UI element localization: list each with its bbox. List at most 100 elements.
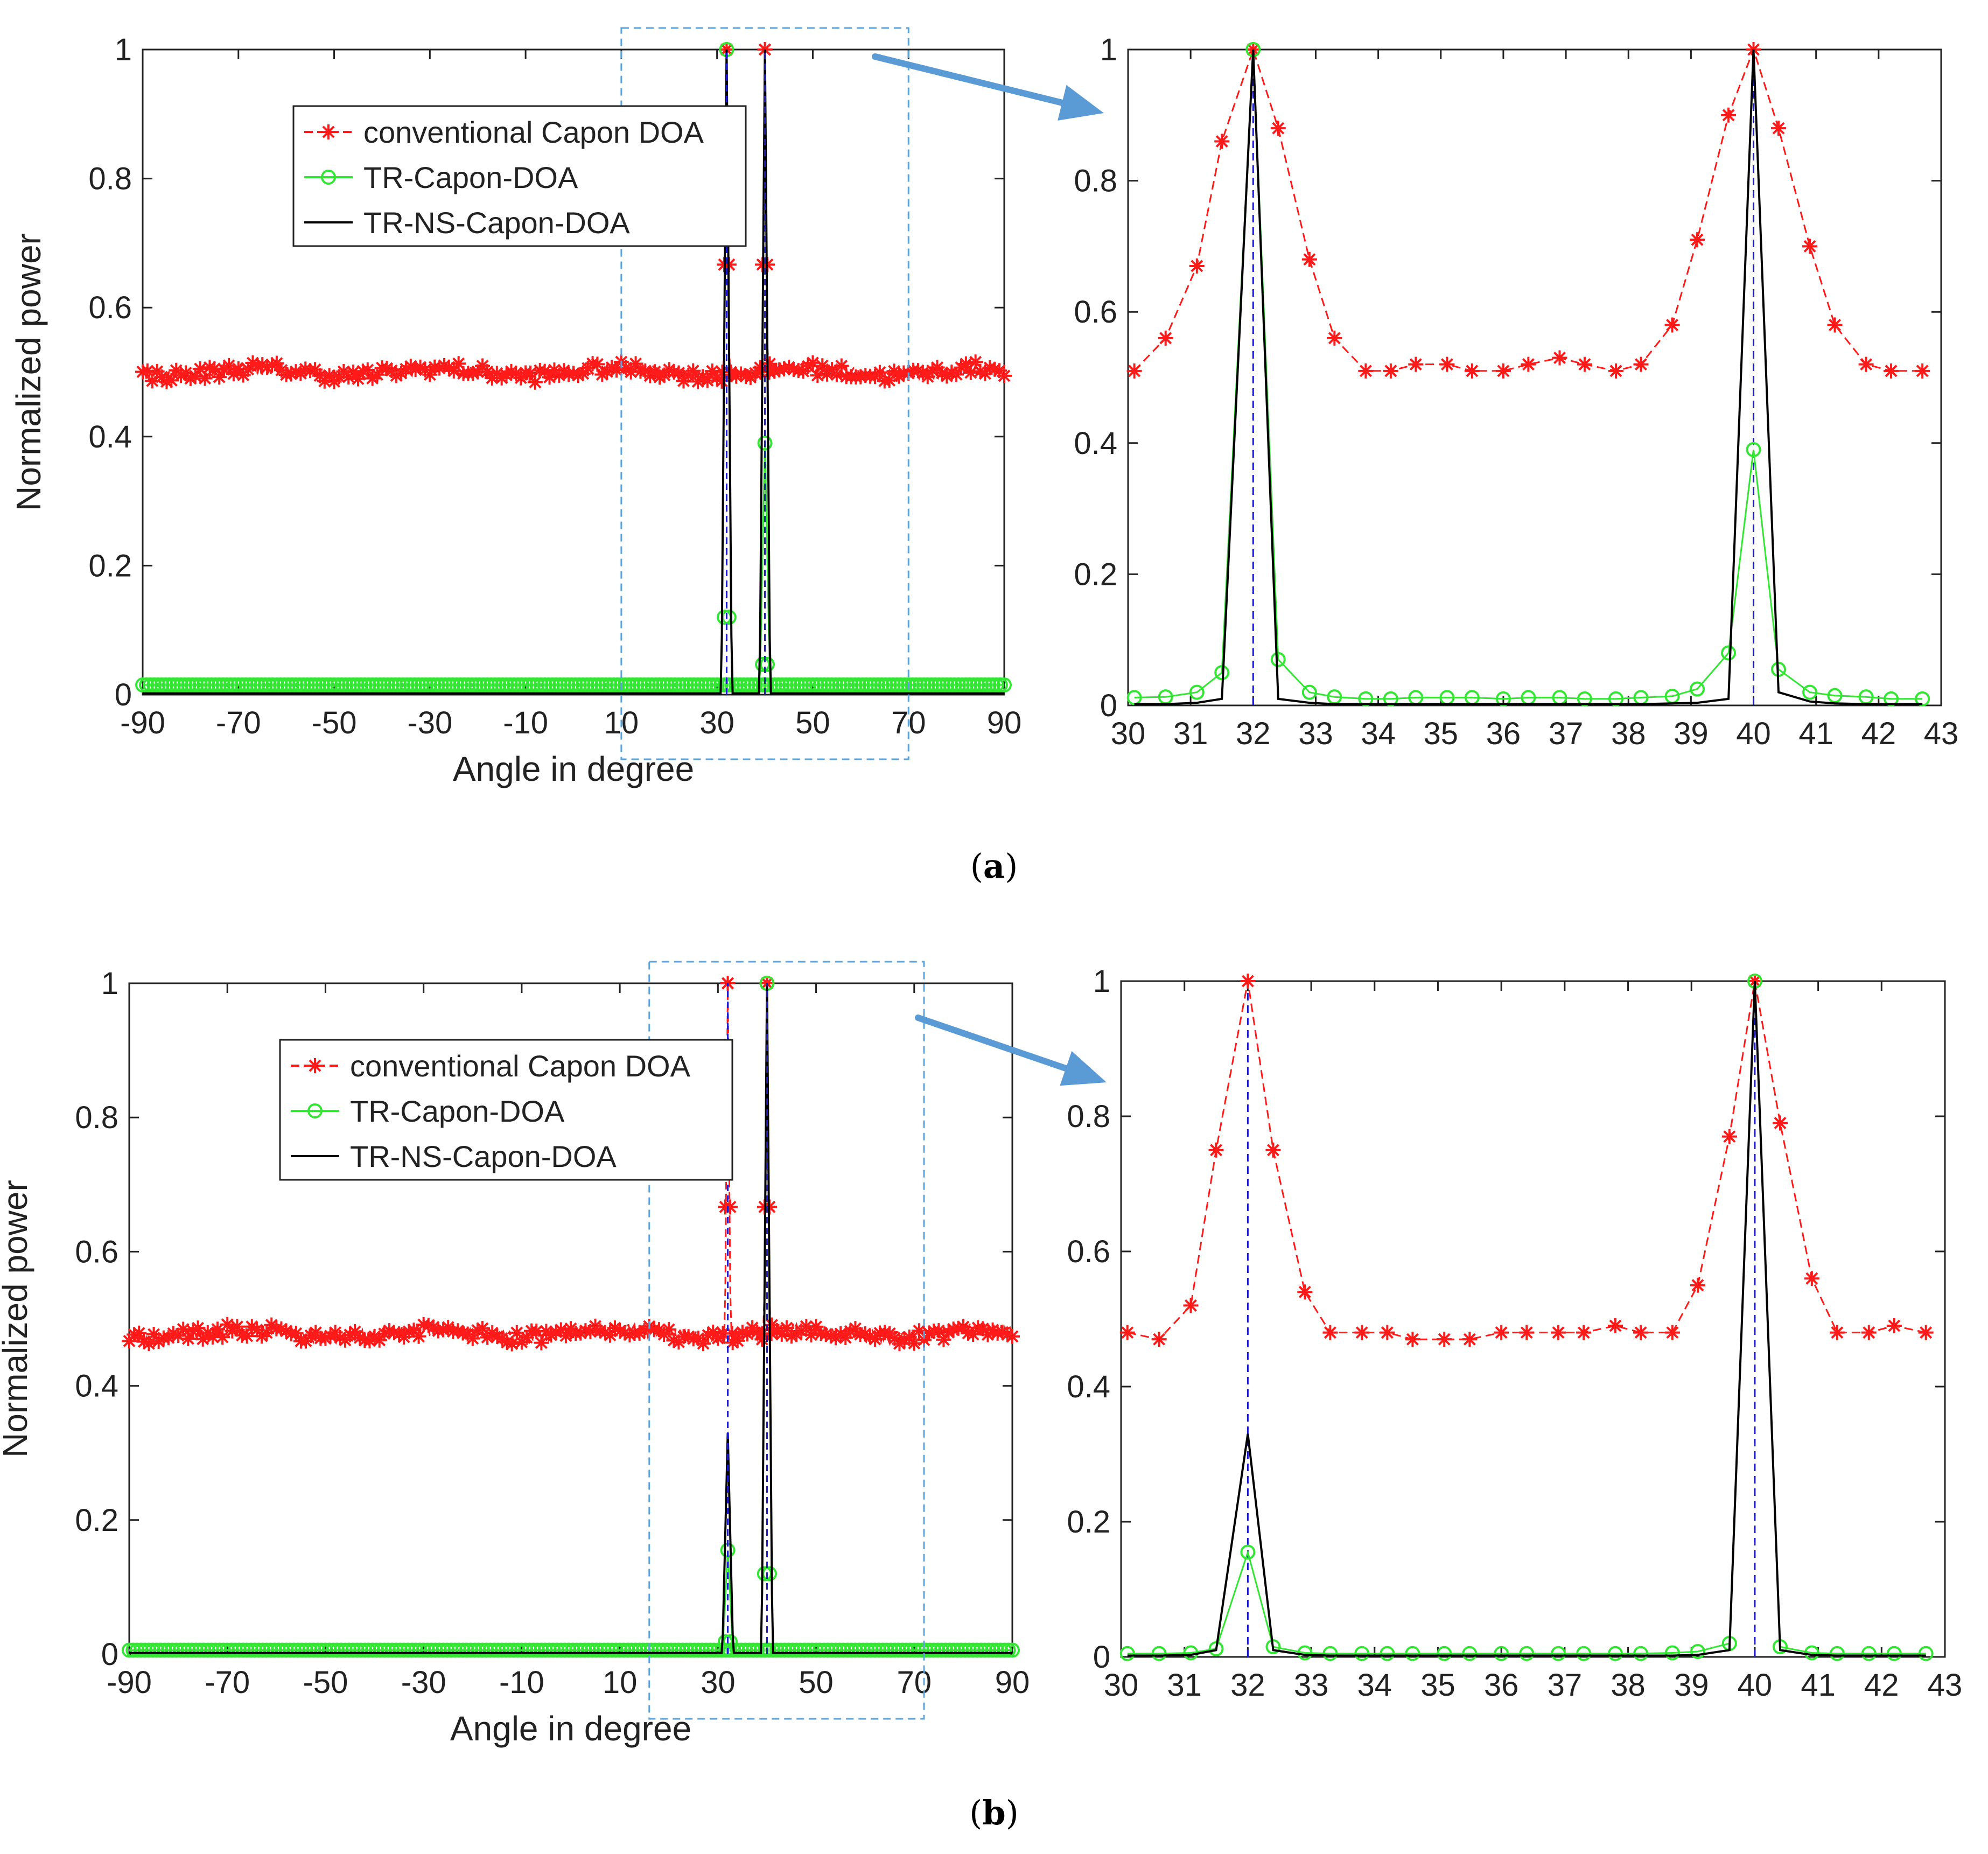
b-full-tr-capon-marker <box>502 1642 518 1658</box>
b-zoom-arrow-shaft <box>915 1015 1069 1072</box>
b-zoom-xtick-label: 39 <box>1674 1668 1709 1703</box>
b-full-capon-marker <box>274 1321 289 1337</box>
b-full-tr-capon-marker <box>204 1642 220 1658</box>
b-full-capon-marker <box>342 1327 358 1342</box>
b-full-tr-capon-marker <box>820 1642 836 1658</box>
b-full-tr-capon-marker <box>349 1642 365 1658</box>
b-full-tr-capon-marker <box>738 1642 753 1658</box>
b-full-tr-capon-marker <box>145 1642 160 1658</box>
a-zoom-xtick-label: 41 <box>1798 716 1833 751</box>
b-full-tr-capon-marker <box>526 1642 541 1658</box>
b-full-capon-marker <box>897 1332 912 1348</box>
caption-a: (a) <box>970 846 1018 886</box>
b-full-tr-capon-marker <box>871 1642 887 1658</box>
a-full-capon-marker <box>704 363 720 379</box>
b-full-tr-capon-marker <box>376 1642 392 1658</box>
b-zoom-xtick-label: 31 <box>1167 1668 1202 1703</box>
a-zoom-tr-capon-marker <box>1358 691 1374 706</box>
b-zoom-capon-marker <box>1119 1325 1135 1340</box>
b-full-tr-capon-marker <box>612 1642 628 1658</box>
a-full-capon-marker <box>183 371 198 387</box>
a-full-legend-label-tr-ns-capon: TR-NS-Capon-DOA <box>363 206 630 240</box>
b-full-tr-capon-marker <box>695 1642 710 1658</box>
a-full-capon-marker <box>432 360 447 376</box>
a-full-capon-marker <box>197 370 213 386</box>
b-full-tr-capon-marker <box>455 1642 471 1658</box>
b-zoom-tr-capon-marker <box>1494 1646 1509 1661</box>
b-zoom-capon-marker <box>1690 1277 1705 1293</box>
b-full-tr-capon-marker <box>330 1642 345 1658</box>
b-full-tr-capon-marker <box>667 1642 683 1658</box>
b-full-tr-capon-marker <box>341 1642 357 1658</box>
b-zoom-capon-marker <box>1576 1325 1592 1340</box>
b-full-tr-capon-marker <box>482 1642 498 1658</box>
a-full-capon-marker <box>202 360 218 375</box>
a-full-capon-marker <box>997 368 1012 383</box>
a-zoom-tr-capon-marker <box>1690 681 1705 697</box>
a-full-capon-marker <box>566 366 581 381</box>
a-zoom-capon-marker <box>1158 330 1173 346</box>
b-zoom-xtick-label: 30 <box>1104 1668 1139 1703</box>
b-full-capon-marker <box>176 1321 191 1337</box>
b-full-tr-capon-marker <box>616 1642 632 1658</box>
b-full-tr-capon-marker <box>608 1642 624 1658</box>
b-full-tr-capon-marker <box>977 1642 992 1658</box>
b-full-capon-marker <box>808 1319 824 1334</box>
b-zoom-capon-marker <box>1804 1271 1819 1286</box>
a-full-capon-marker <box>834 358 849 374</box>
b-full-tr-capon-marker <box>306 1642 321 1658</box>
b-full-tr-capon-marker <box>318 1642 333 1658</box>
b-full-xtick-label: -70 <box>205 1665 250 1700</box>
a-full-capon-marker <box>389 368 404 383</box>
b-zoom-capon-marker <box>1773 1115 1788 1131</box>
a-full-tr-capon-peak-marker <box>757 435 773 451</box>
a-zoom-xtick-label: 42 <box>1861 716 1896 751</box>
b-full-tr-capon-marker <box>718 1634 733 1649</box>
b-full-capon-marker <box>818 1327 834 1342</box>
b-full-tr-capon-marker <box>404 1642 419 1658</box>
a-zoom-tr-capon-marker <box>1915 691 1930 706</box>
a-full-capon-marker <box>925 363 940 379</box>
b-full-tr-capon-marker <box>286 1642 302 1658</box>
a-full-capon-marker <box>590 356 605 372</box>
b-full-tr-capon-marker <box>930 1642 946 1658</box>
b-zoom-capon-marker <box>1151 1332 1167 1347</box>
b-full-tr-capon-marker <box>702 1642 718 1658</box>
b-full-tr-capon-marker <box>518 1642 534 1658</box>
b-full-tr-capon-marker <box>467 1642 482 1658</box>
b-full-tr-capon-marker <box>223 1642 239 1658</box>
b-full-zoom-box <box>648 961 925 1720</box>
b-zoom-capon-marker <box>1265 1142 1281 1158</box>
b-full-tr-capon-marker <box>530 1642 545 1658</box>
a-full-capon-marker <box>403 359 418 374</box>
b-full-tr-capon-marker <box>428 1642 443 1658</box>
a-full-legend-label-tr-capon: TR-Capon-DOA <box>363 160 578 194</box>
a-full-capon-marker <box>503 363 519 379</box>
b-full-capon-marker <box>867 1331 883 1347</box>
b-zoom-xtick-label: 43 <box>1928 1668 1963 1703</box>
b-full-capon-marker <box>180 1331 196 1346</box>
b-zoom-tr-capon-marker <box>1690 1643 1705 1659</box>
a-zoom-capon-marker <box>1408 356 1424 372</box>
b-zoom-arrow-head <box>1060 1051 1107 1086</box>
b-full-tr-capon-marker <box>954 1642 969 1658</box>
b-full-tr-capon-marker <box>773 1642 788 1658</box>
b-full-tr-capon-marker <box>321 1642 337 1658</box>
b-zoom-tr-capon-marker <box>1380 1646 1395 1661</box>
a-full-capon-marker <box>963 365 978 381</box>
b-full-tr-capon-marker <box>361 1642 376 1658</box>
a-full-capon-marker <box>451 356 466 372</box>
b-full-tr-capon-marker <box>514 1642 529 1658</box>
b-full-tr-capon-marker <box>278 1642 294 1658</box>
a-full-ytick-label: 0.2 <box>88 548 132 583</box>
b-full-tr-capon-marker <box>687 1642 702 1658</box>
b-zoom-xtick-label: 38 <box>1611 1668 1646 1703</box>
b-full-tr-capon-marker <box>906 1642 922 1658</box>
a-full-tr-capon-marker <box>997 677 1012 693</box>
b-full-capon-marker <box>450 1323 466 1339</box>
b-full-ytick-label: 0.2 <box>75 1503 118 1538</box>
b-full-tr-capon-marker <box>793 1642 808 1658</box>
b-zoom-xtick-label: 35 <box>1420 1668 1455 1703</box>
b-full-capon-marker <box>185 1324 201 1339</box>
b-zoom-capon-marker <box>1354 1325 1370 1340</box>
